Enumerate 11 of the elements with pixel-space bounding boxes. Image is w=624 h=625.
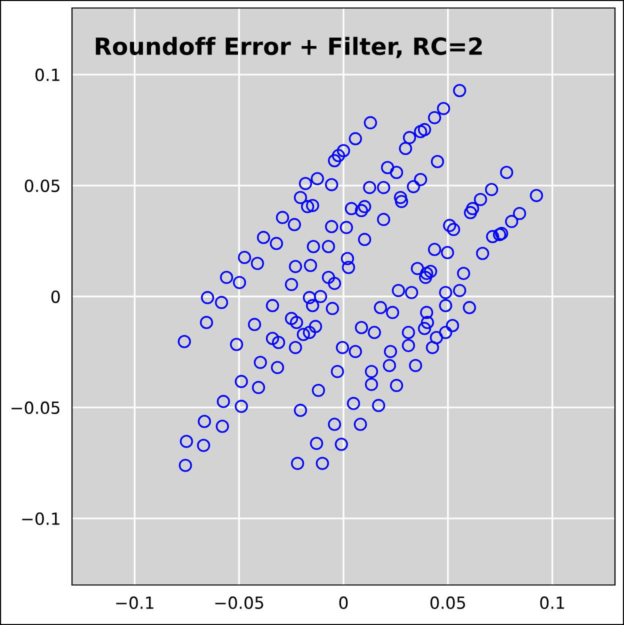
x-tick-label: −0.1: [116, 596, 154, 610]
y-tick-label: −0.05: [12, 401, 60, 414]
y-tick-label: 0.1: [35, 68, 60, 82]
y-tick-label: −0.1: [22, 512, 60, 525]
x-tick-label: 0.05: [430, 596, 466, 610]
x-tick-label: 0.1: [540, 596, 564, 610]
y-tick-label: 0.05: [24, 180, 60, 192]
text: Roundoff Error + Filter, RC=2: [96, 36, 482, 58]
x-tick-label: 0: [339, 596, 348, 610]
y-tick-label: 0: [51, 290, 60, 304]
x-tick-label: −0.05: [215, 596, 264, 610]
